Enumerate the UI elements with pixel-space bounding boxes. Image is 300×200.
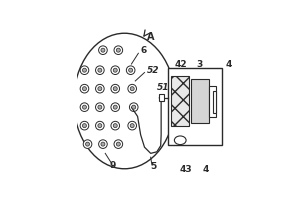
Text: 43: 43 — [180, 165, 193, 174]
Circle shape — [82, 68, 86, 72]
Circle shape — [111, 103, 120, 111]
Circle shape — [83, 140, 92, 148]
Circle shape — [85, 142, 89, 146]
Text: 3: 3 — [196, 60, 203, 69]
Circle shape — [116, 48, 120, 52]
Circle shape — [114, 46, 123, 54]
Text: 51: 51 — [157, 83, 169, 92]
Bar — [213, 91, 216, 113]
Ellipse shape — [74, 33, 175, 169]
Circle shape — [82, 87, 86, 91]
Circle shape — [80, 66, 89, 75]
Circle shape — [95, 103, 104, 111]
Circle shape — [98, 105, 102, 109]
Text: 9: 9 — [110, 161, 116, 170]
Circle shape — [95, 121, 104, 130]
Circle shape — [80, 84, 89, 93]
Circle shape — [99, 46, 107, 54]
Text: 52: 52 — [147, 66, 159, 75]
Circle shape — [129, 68, 133, 72]
Circle shape — [113, 105, 117, 109]
Circle shape — [128, 121, 136, 130]
Circle shape — [101, 48, 105, 52]
Circle shape — [114, 140, 123, 148]
Circle shape — [98, 87, 102, 91]
Text: 4: 4 — [225, 60, 232, 69]
Circle shape — [82, 124, 86, 128]
Bar — [172, 76, 189, 126]
Bar — [191, 79, 209, 123]
Text: 5: 5 — [150, 162, 156, 171]
Circle shape — [111, 66, 120, 75]
Circle shape — [129, 103, 138, 111]
Circle shape — [111, 84, 120, 93]
Circle shape — [128, 84, 136, 93]
Text: 4: 4 — [203, 165, 209, 174]
Bar — [168, 68, 221, 145]
Circle shape — [80, 103, 89, 111]
Text: A: A — [147, 32, 154, 42]
Bar — [159, 94, 164, 101]
Circle shape — [98, 124, 102, 128]
Circle shape — [113, 68, 117, 72]
Circle shape — [111, 121, 120, 130]
Ellipse shape — [174, 136, 186, 145]
Circle shape — [99, 140, 107, 148]
Text: 42: 42 — [175, 60, 188, 69]
Circle shape — [101, 142, 105, 146]
Circle shape — [130, 124, 134, 128]
Circle shape — [82, 105, 86, 109]
Circle shape — [80, 121, 89, 130]
Circle shape — [113, 87, 117, 91]
Text: 6: 6 — [141, 46, 147, 55]
Circle shape — [126, 66, 135, 75]
Circle shape — [116, 142, 120, 146]
Circle shape — [95, 66, 104, 75]
Circle shape — [98, 68, 102, 72]
Circle shape — [130, 87, 134, 91]
Circle shape — [132, 105, 136, 109]
Circle shape — [95, 84, 104, 93]
Circle shape — [113, 124, 117, 128]
Bar — [209, 86, 216, 117]
